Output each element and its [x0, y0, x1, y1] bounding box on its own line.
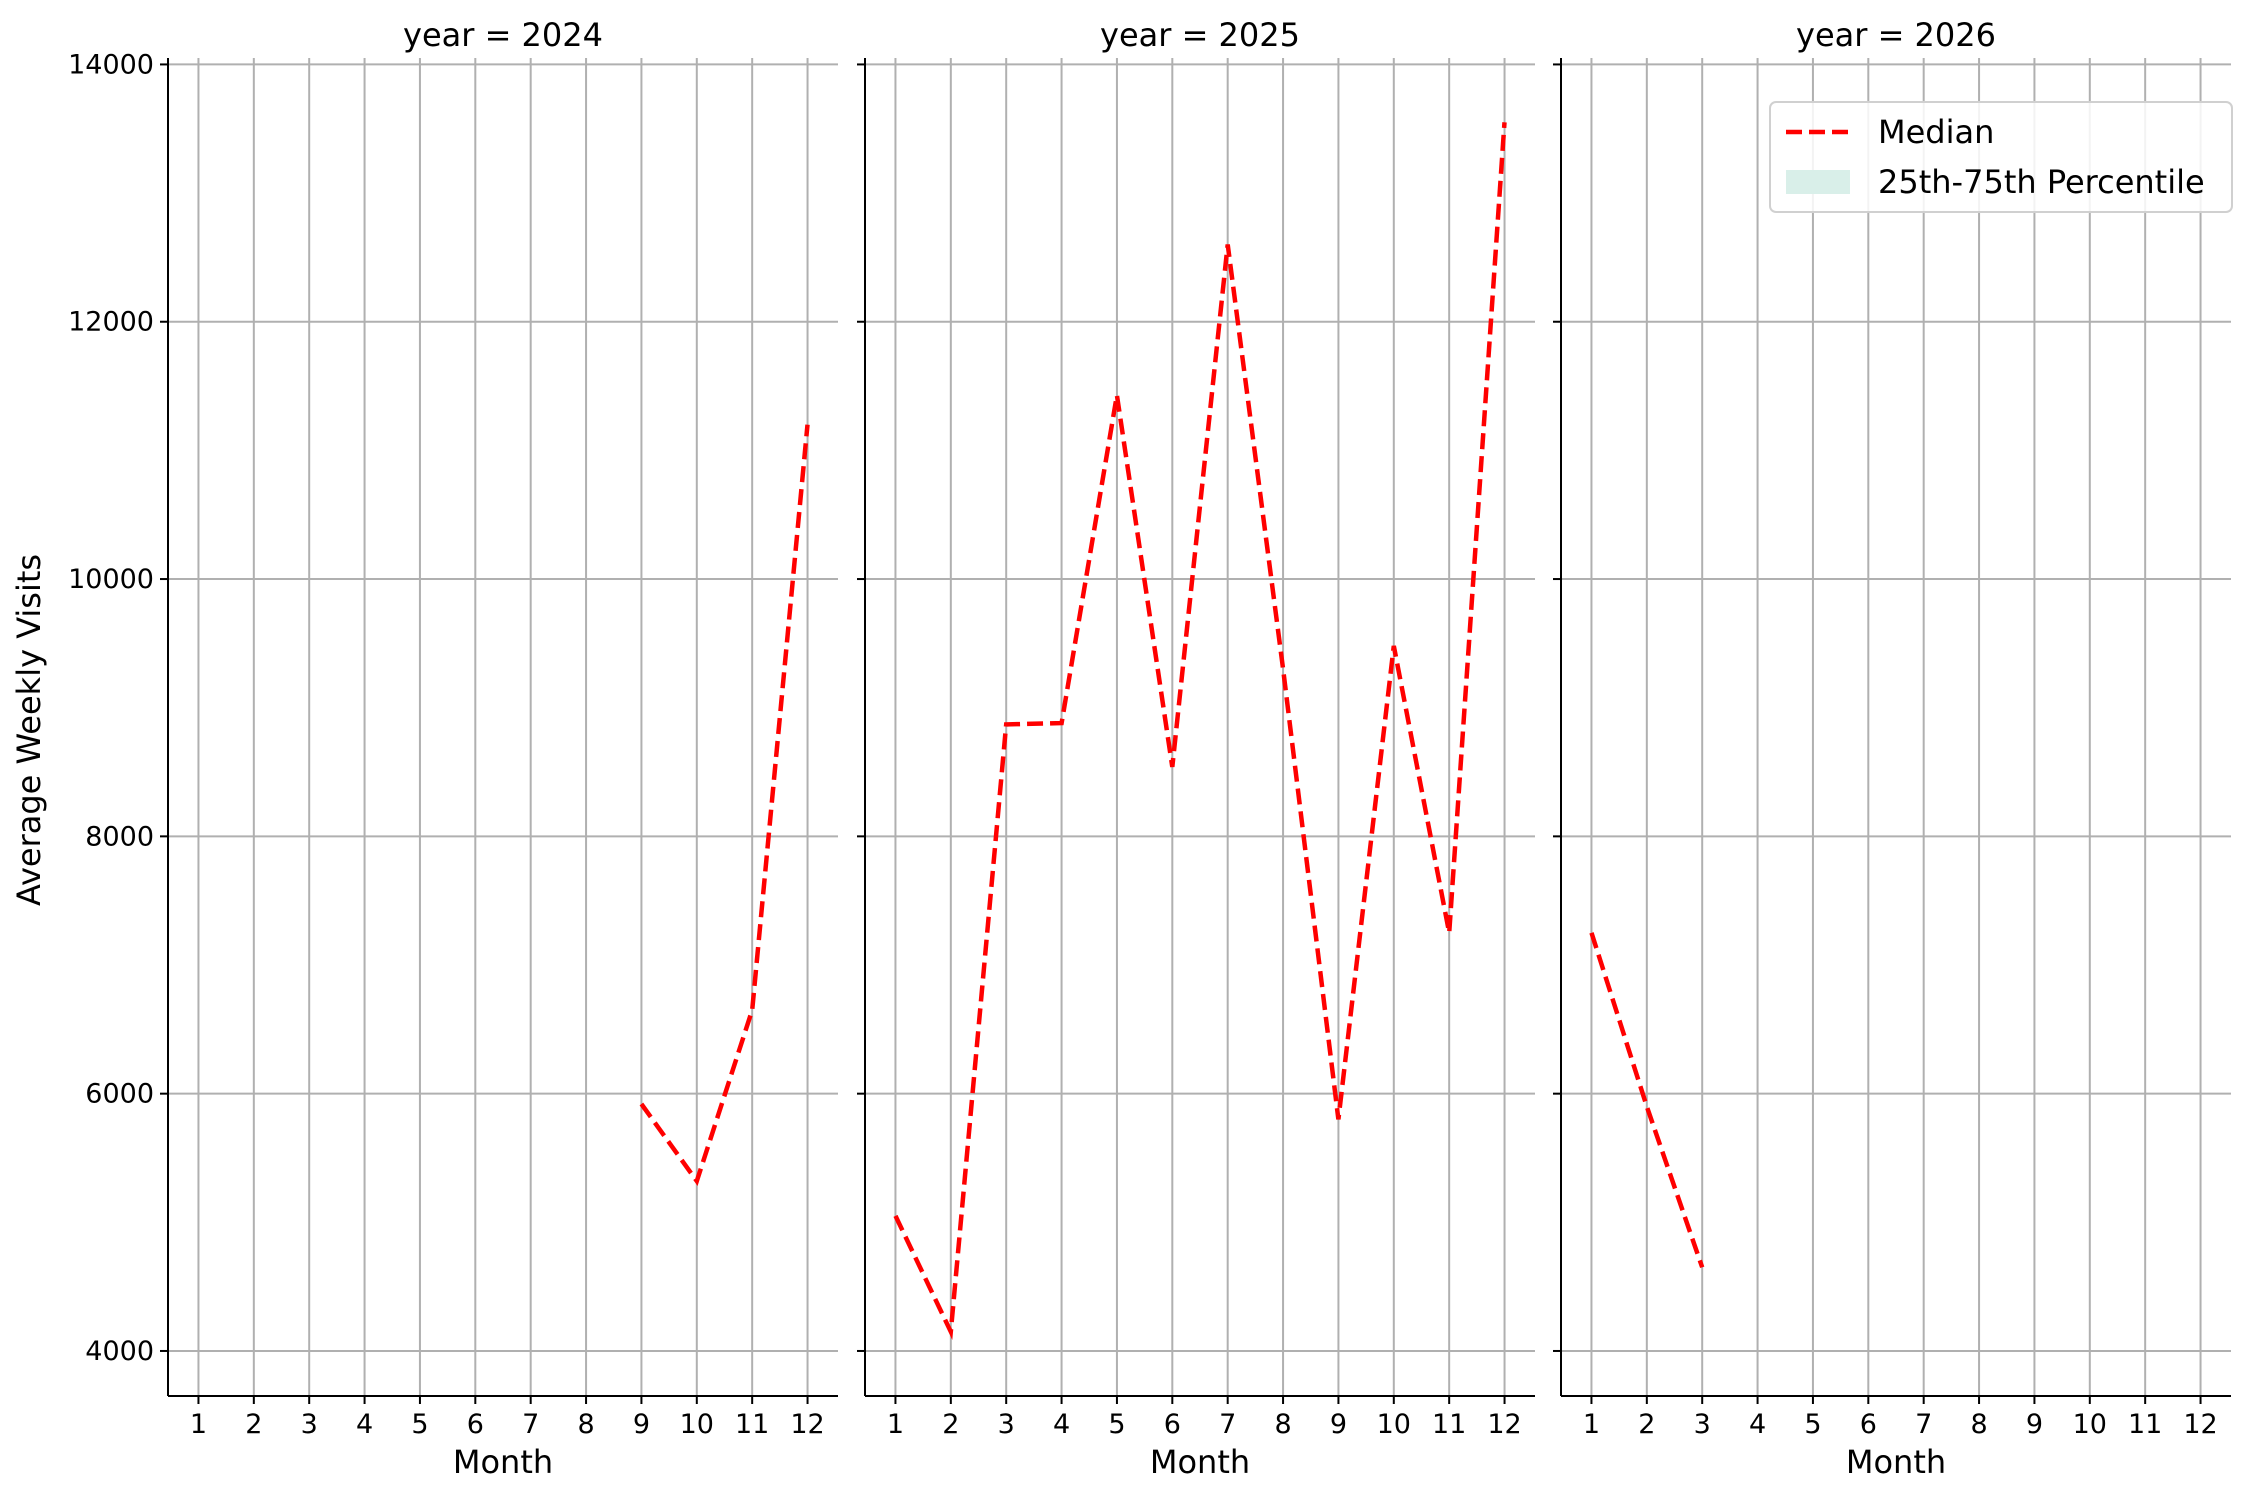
x-tick-label: 7 [522, 1409, 539, 1440]
x-tick-label: 6 [1164, 1409, 1181, 1440]
x-tick-label: 6 [1860, 1409, 1877, 1440]
x-tick-label: 5 [1804, 1409, 1821, 1440]
x-tick-label: 10 [1377, 1409, 1411, 1440]
x-tick-label: 10 [2073, 1409, 2107, 1440]
legend-label: Median [1878, 113, 1994, 151]
x-tick-label: 1 [1583, 1409, 1600, 1440]
x-tick-label: 9 [1330, 1409, 1347, 1440]
panel-title: year = 2026 [1796, 16, 1996, 54]
x-tick-label: 6 [467, 1409, 484, 1440]
x-tick-label: 4 [1749, 1409, 1766, 1440]
x-axis-label: Month [453, 1443, 553, 1481]
x-tick-label: 3 [998, 1409, 1015, 1440]
x-tick-label: 5 [1108, 1409, 1125, 1440]
y-axis-label: Average Weekly Visits [10, 554, 48, 906]
x-tick-label: 3 [1694, 1409, 1711, 1440]
series-line-median [893, 122, 1507, 1341]
x-tick-label: 1 [887, 1409, 904, 1440]
x-tick-label: 4 [356, 1409, 373, 1440]
y-tick-label: 8000 [85, 821, 154, 852]
x-tick-label: 2 [245, 1409, 262, 1440]
x-tick-label: 7 [1219, 1409, 1236, 1440]
y-tick-label: 4000 [85, 1336, 154, 1367]
series-line-median [1589, 932, 1705, 1269]
x-tick-label: 4 [1053, 1409, 1070, 1440]
x-tick-label: 8 [577, 1409, 594, 1440]
y-tick-label: 14000 [68, 49, 154, 80]
panel-title: year = 2024 [403, 16, 603, 54]
x-tick-label: 5 [411, 1409, 428, 1440]
x-tick-label: 3 [301, 1409, 318, 1440]
x-tick-label: 9 [633, 1409, 650, 1440]
legend-swatch-percentile-band [1786, 170, 1850, 194]
series-line-median [639, 424, 810, 1187]
x-axis-label: Month [1846, 1443, 1946, 1481]
x-tick-label: 12 [790, 1409, 824, 1440]
x-tick-label: 8 [1970, 1409, 1987, 1440]
x-tick-label: 1 [190, 1409, 207, 1440]
x-tick-label: 11 [2128, 1409, 2162, 1440]
x-tick-label: 11 [1432, 1409, 1466, 1440]
x-tick-label: 12 [1487, 1409, 1521, 1440]
x-tick-label: 11 [735, 1409, 769, 1440]
legend-label: 25th-75th Percentile [1878, 163, 2205, 201]
x-tick-label: 12 [2183, 1409, 2217, 1440]
legend-frame [1769, 101, 2233, 213]
x-tick-label: 8 [1274, 1409, 1291, 1440]
x-tick-label: 10 [680, 1409, 714, 1440]
legend: Median 25th-75th Percentile [1769, 101, 2233, 213]
x-tick-label: 7 [1915, 1409, 1932, 1440]
y-tick-label: 12000 [68, 307, 154, 338]
x-tick-label: 2 [942, 1409, 959, 1440]
x-tick-label: 2 [1638, 1409, 1655, 1440]
panel-title: year = 2025 [1100, 16, 1300, 54]
x-axis-label: Month [1150, 1443, 1250, 1481]
y-tick-label: 10000 [68, 564, 154, 595]
x-tick-label: 9 [2026, 1409, 2043, 1440]
y-tick-label: 6000 [85, 1079, 154, 1110]
